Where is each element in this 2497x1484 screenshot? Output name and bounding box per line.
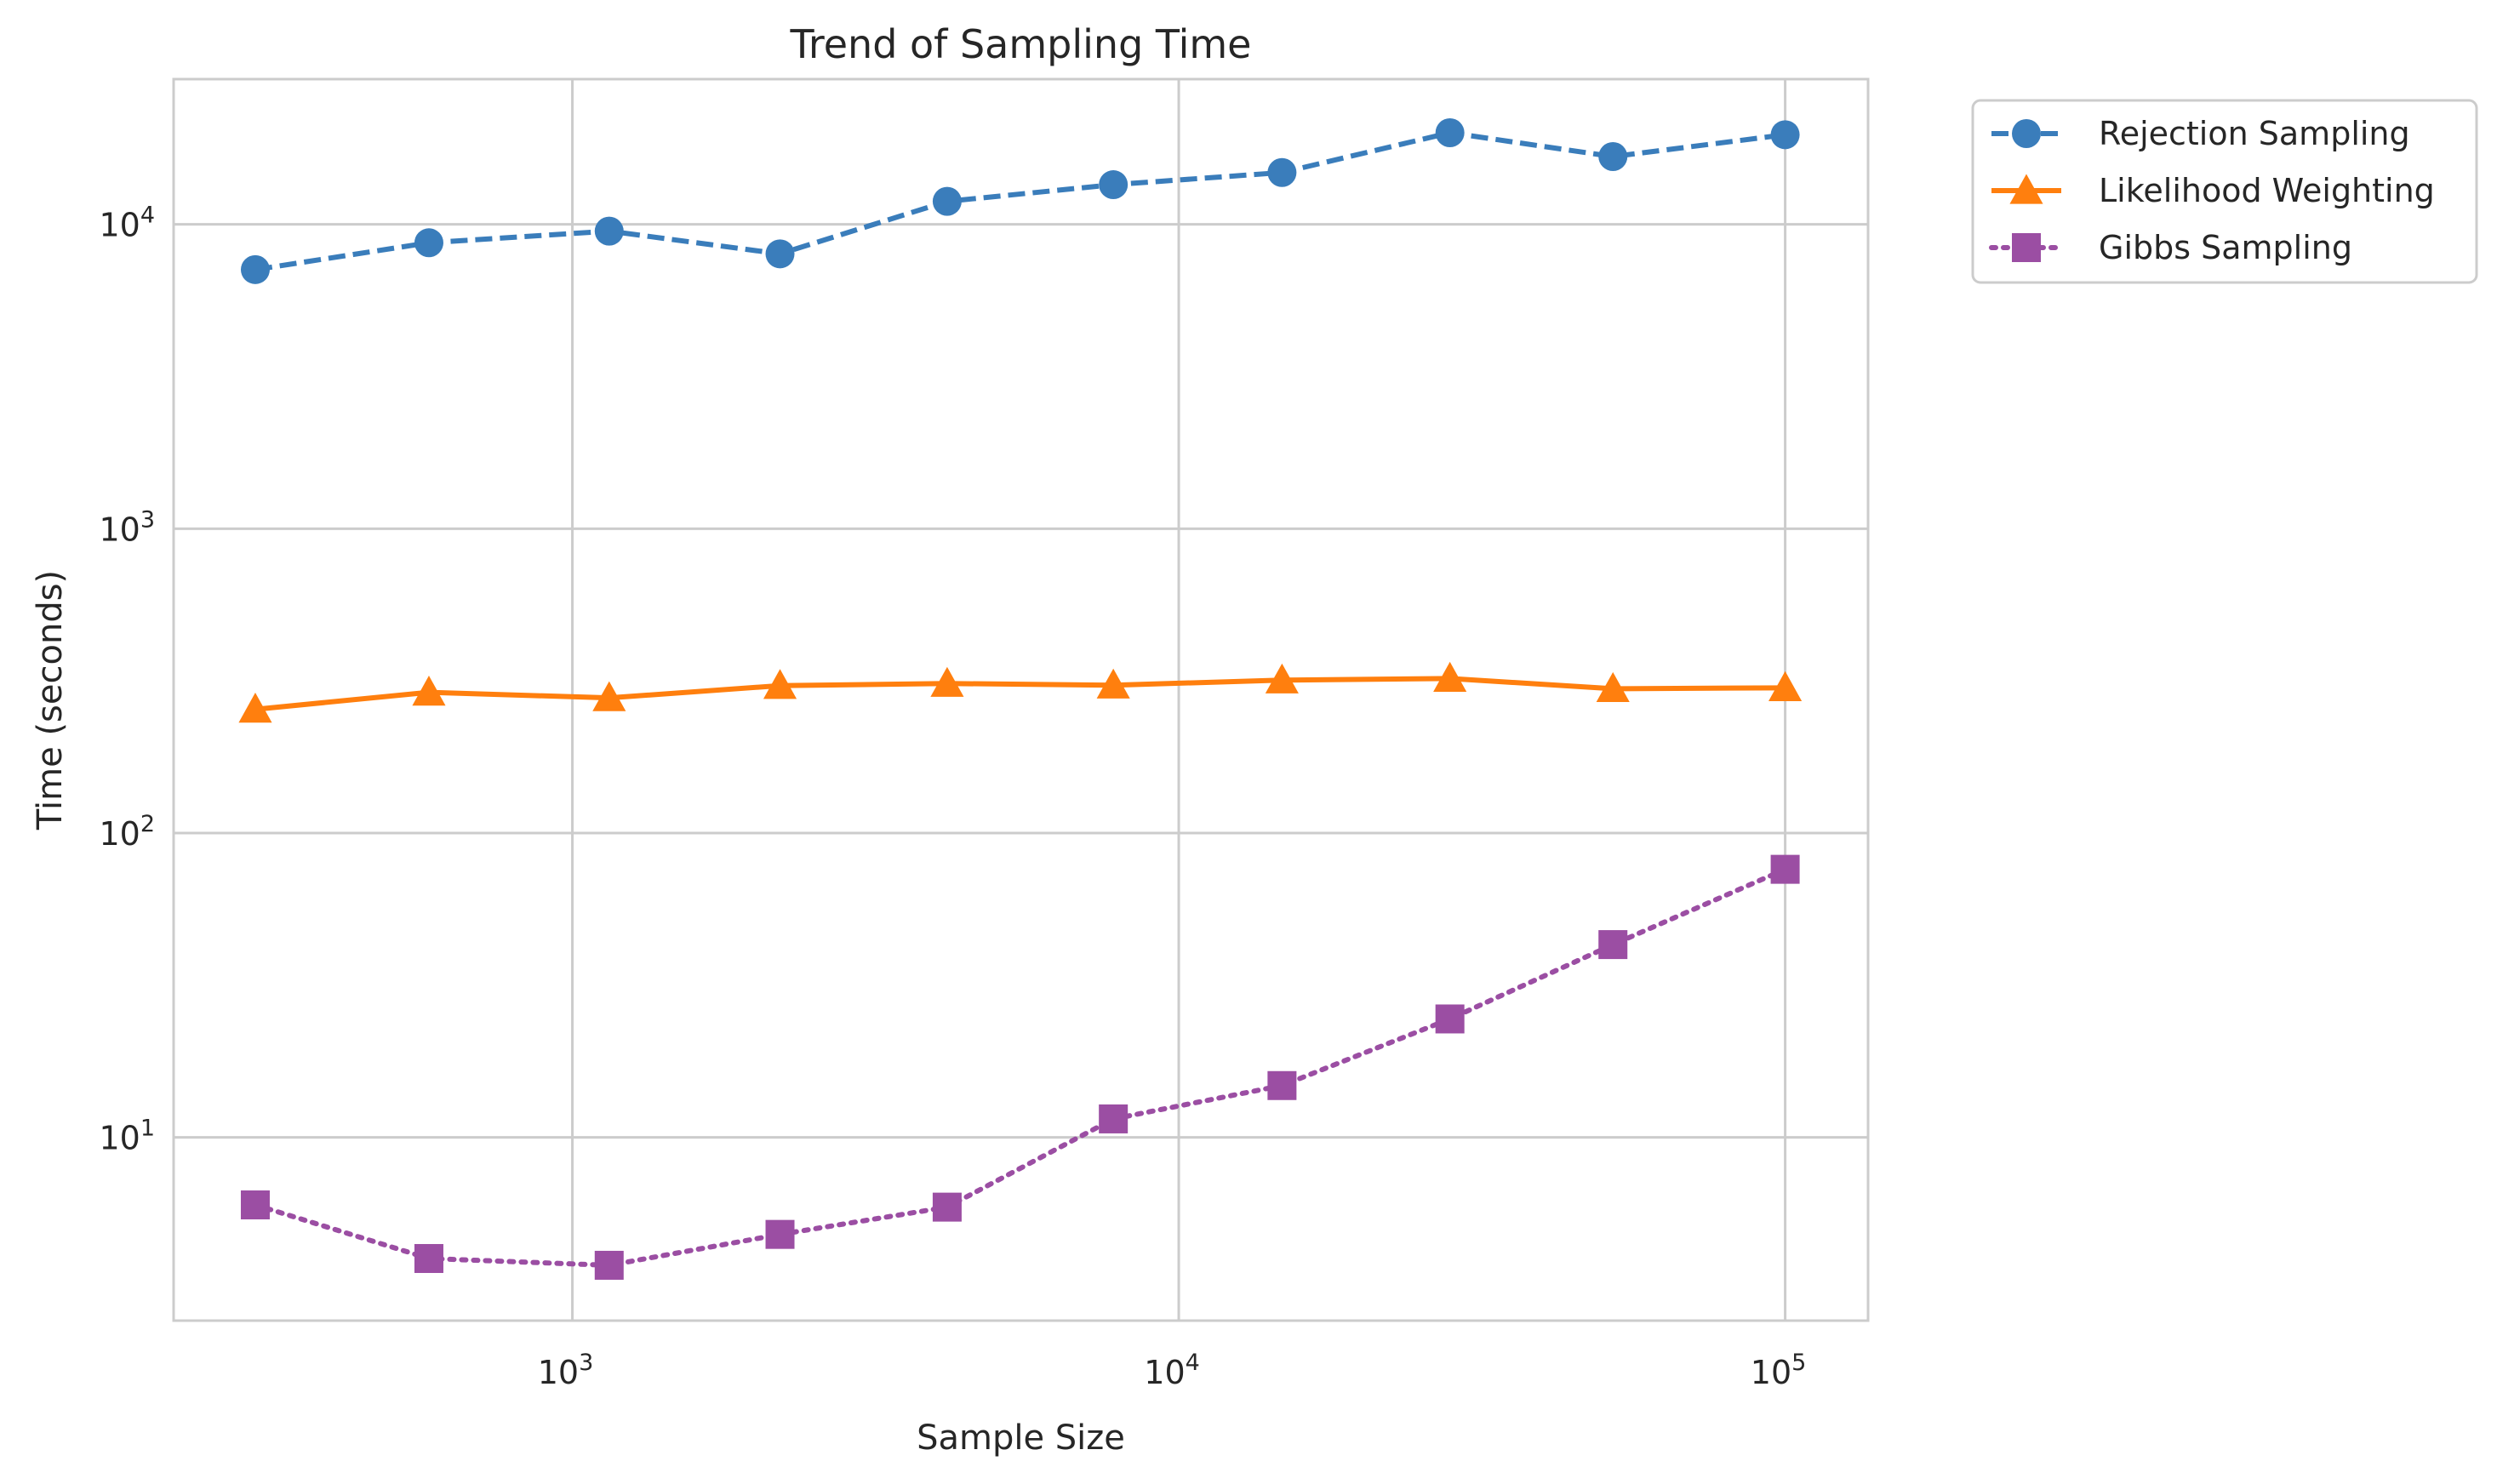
data-point	[412, 676, 446, 706]
data-point	[1099, 1104, 1129, 1133]
data-point	[1099, 170, 1129, 200]
legend-item: Gibbs Sampling	[1989, 229, 2352, 266]
legend-label: Rejection Sampling	[2099, 115, 2410, 152]
legend: Rejection Sampling Likelihood Weighting Gi…	[1971, 99, 2478, 284]
data-point	[1433, 661, 1467, 692]
data-point	[763, 669, 797, 699]
series-likelihood-weighting	[238, 661, 1803, 723]
series-line	[254, 129, 1786, 272]
data-point	[240, 254, 270, 284]
y-tick-label: 102	[99, 811, 155, 853]
series-rejection-sampling	[240, 117, 1800, 284]
plot-area-frame	[172, 77, 1870, 1322]
data-point	[1265, 663, 1299, 693]
data-point	[594, 216, 624, 246]
legend-marker	[2009, 174, 2043, 204]
data-point	[414, 228, 443, 258]
data-point	[932, 1192, 962, 1222]
data-point	[414, 1243, 443, 1273]
data-point	[594, 1250, 624, 1280]
data-point	[765, 239, 795, 269]
series-line	[254, 676, 1786, 712]
series-layer	[238, 117, 1803, 1280]
legend-item: Likelihood Weighting	[1991, 172, 2435, 209]
data-point	[1596, 671, 1630, 703]
x-axis-title: Sample Size	[917, 1418, 1125, 1458]
legend-marker	[2012, 119, 2041, 148]
data-point	[1267, 1070, 1297, 1100]
data-point	[1598, 930, 1628, 960]
chart-title: Trend of Sampling Time	[790, 21, 1252, 67]
data-point	[592, 681, 626, 711]
data-point	[1096, 668, 1130, 699]
data-point	[765, 1219, 795, 1249]
y-tick-label: 103	[99, 506, 155, 548]
data-point	[238, 693, 272, 723]
data-point	[930, 666, 964, 697]
y-axis-title: Time (seconds)	[31, 570, 70, 830]
legend-marker	[2012, 233, 2041, 262]
data-point	[1435, 117, 1465, 147]
y-tick-label: 101	[99, 1116, 155, 1157]
data-point	[1768, 671, 1803, 701]
legend-box	[1971, 99, 2478, 284]
legend-label: Likelihood Weighting	[2099, 172, 2435, 209]
x-tick-label: 104	[1144, 1350, 1200, 1391]
legend-item: Rejection Sampling	[1991, 115, 2410, 152]
series-line	[252, 866, 1788, 1268]
x-tick-label: 105	[1751, 1350, 1807, 1391]
y-tick-label: 104	[99, 203, 155, 244]
tick-labels: 103 104 105 101 102 103 104	[99, 203, 1806, 1391]
series-gibbs-sampling	[240, 854, 1800, 1280]
data-point	[1598, 141, 1628, 171]
data-point	[1435, 1004, 1465, 1034]
data-point	[1770, 120, 1800, 150]
legend-label: Gibbs Sampling	[2099, 229, 2352, 266]
data-point	[1267, 157, 1297, 187]
data-point	[932, 186, 962, 216]
data-point	[1770, 854, 1800, 884]
data-point	[240, 1190, 270, 1220]
x-tick-label: 103	[538, 1350, 594, 1391]
